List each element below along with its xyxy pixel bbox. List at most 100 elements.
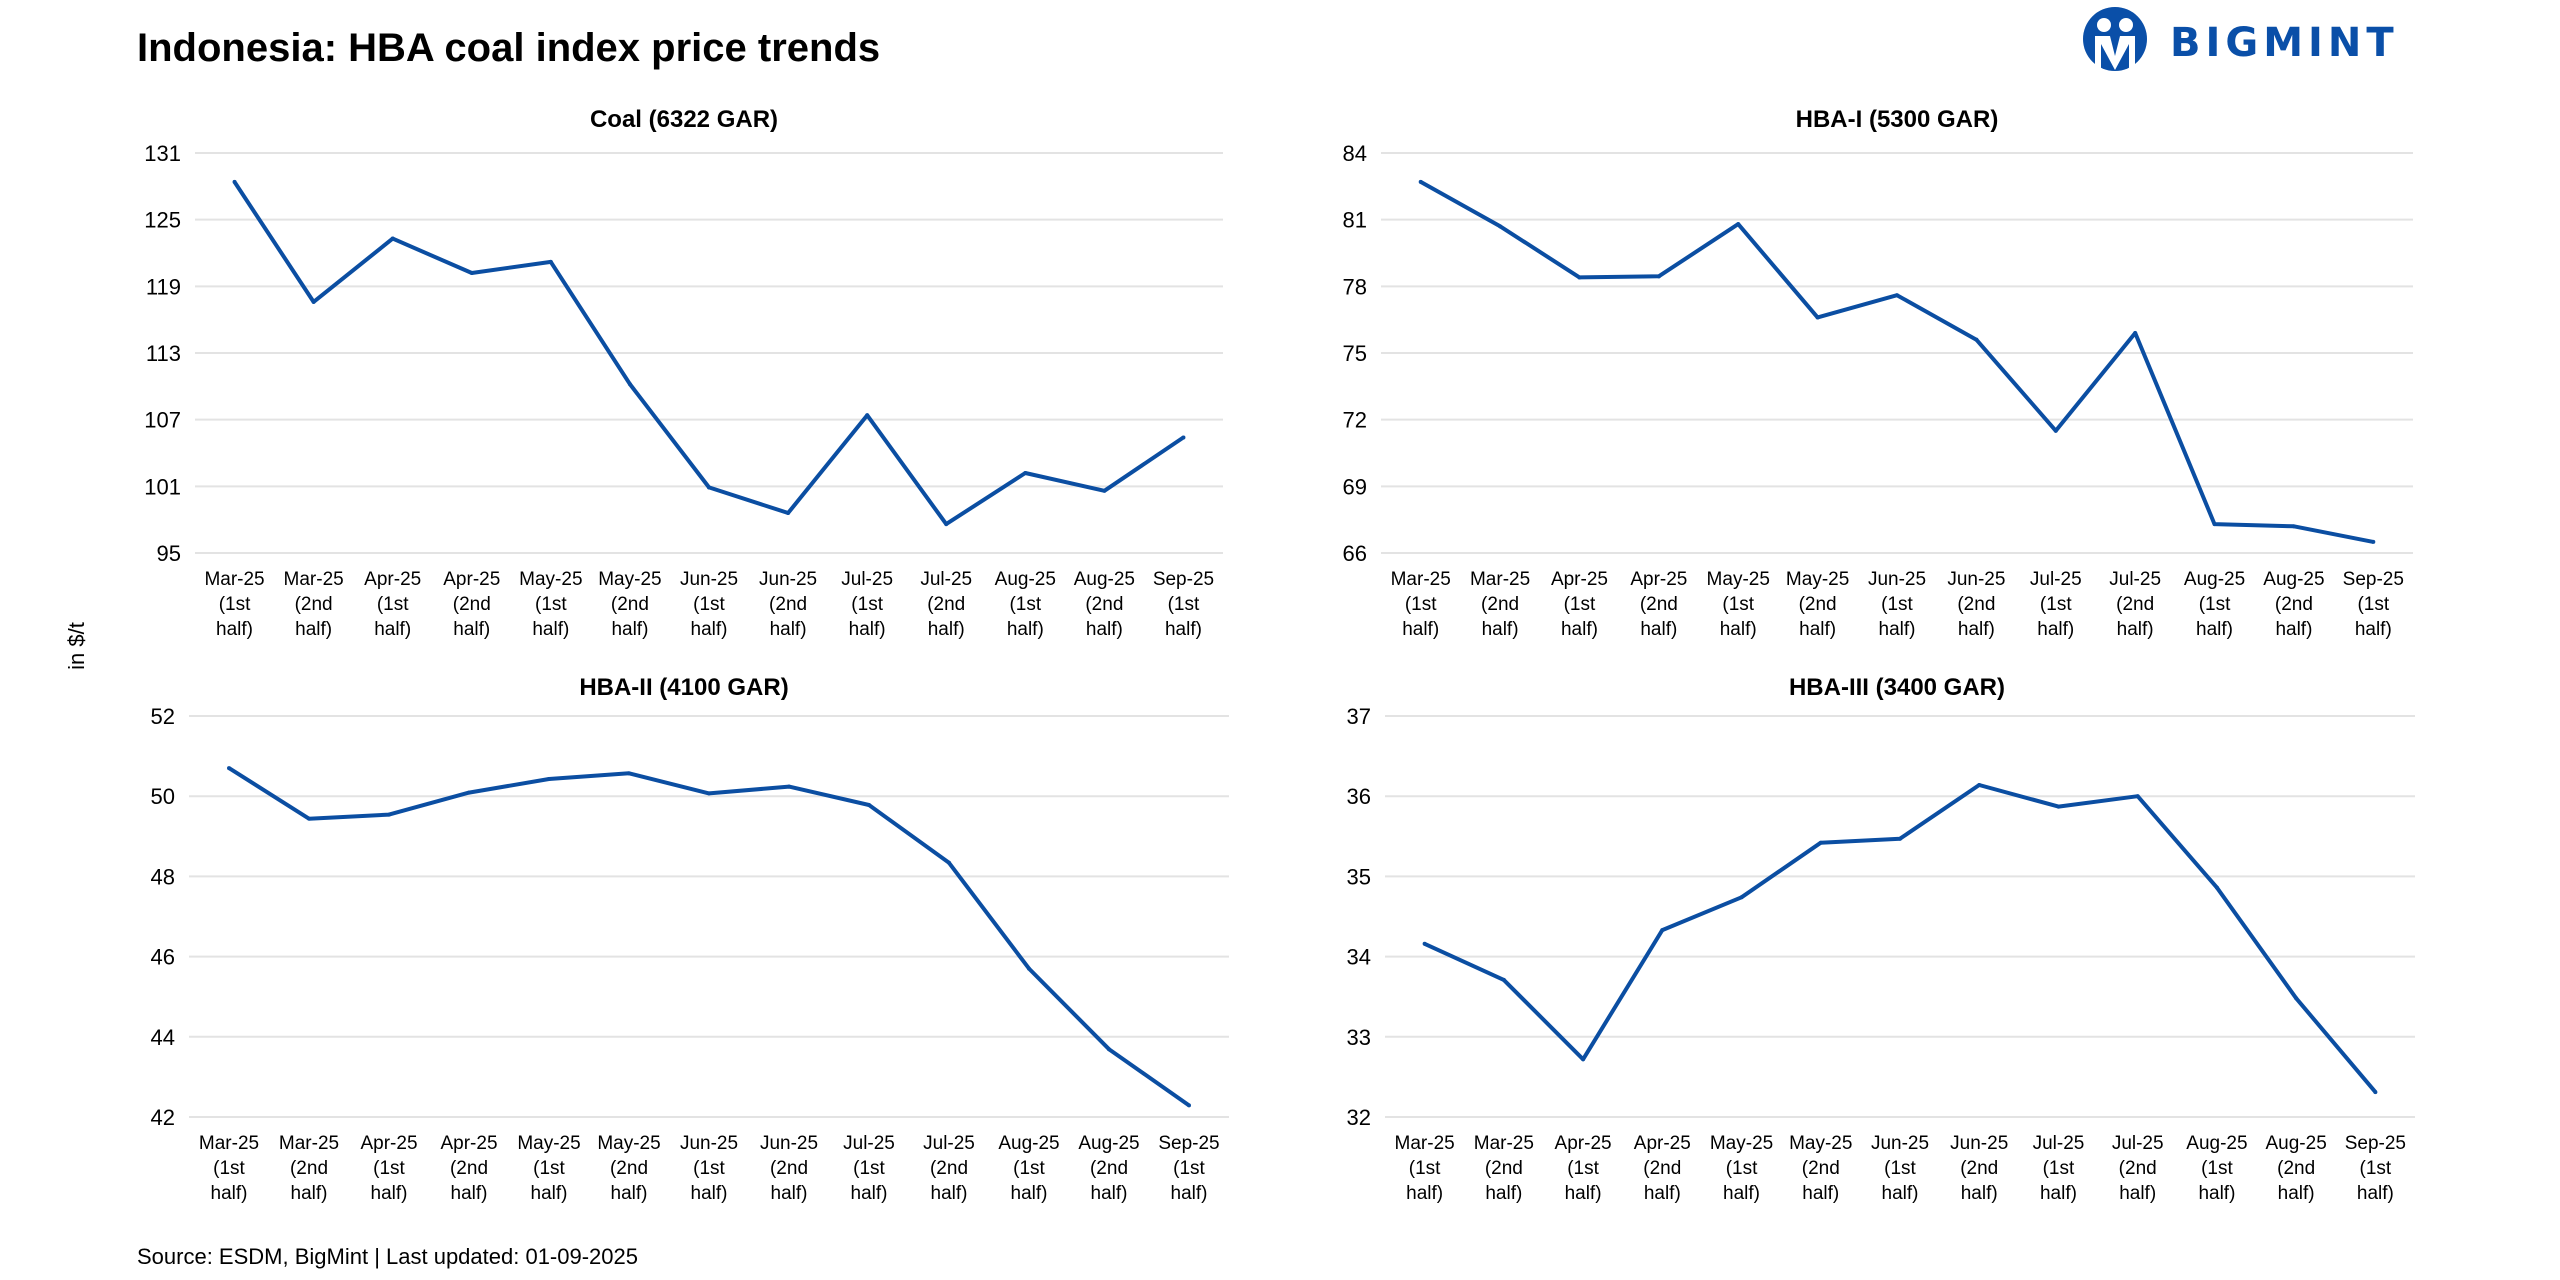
data-point <box>1581 1057 1586 1062</box>
y-tick-label: 66 <box>1343 541 1367 566</box>
y-tick-label: 52 <box>151 704 175 729</box>
data-point <box>547 776 551 781</box>
data-point <box>787 784 791 789</box>
x-tick-label: Aug-25 (1st half) <box>2184 569 2245 640</box>
data-point <box>307 816 311 821</box>
data-point <box>232 179 237 184</box>
x-tick-label: Aug-25 (1st half) <box>995 569 1056 640</box>
data-point <box>2294 996 2299 1001</box>
y-tick-label: 50 <box>151 784 175 809</box>
data-point <box>867 803 871 808</box>
x-tick-label: Jun-25 (2nd half) <box>1947 569 2005 640</box>
chart-title: HBA-II (4100 GAR) <box>579 674 788 701</box>
x-tick-label: Jun-25 (2nd half) <box>759 569 817 640</box>
y-tick-label: 42 <box>151 1105 175 1130</box>
chart-title: Coal (6322 GAR) <box>590 106 778 133</box>
x-tick-label: Jun-25 (1st half) <box>1868 569 1926 640</box>
y-tick-label: 95 <box>157 541 181 566</box>
y-tick-label: 33 <box>1347 1025 1371 1050</box>
x-tick-label: Jul-25 (2nd half) <box>920 569 972 640</box>
data-point <box>2053 428 2058 433</box>
y-tick-label: 101 <box>144 474 181 499</box>
data-point <box>1977 782 1982 787</box>
data-point <box>1501 977 1506 982</box>
data-point <box>1660 928 1665 933</box>
data-point <box>2135 794 2140 799</box>
x-tick-label: Jul-25 (2nd half) <box>2109 569 2161 640</box>
x-tick-label: Apr-25 (1st half) <box>1551 569 1608 640</box>
y-tick-label: 75 <box>1343 341 1367 366</box>
x-tick-label: May-25 (2nd half) <box>1786 569 1849 640</box>
x-tick-label: Jun-25 (1st half) <box>680 569 738 640</box>
x-tick-label: Jun-25 (2nd half) <box>1950 1133 2008 1204</box>
x-tick-label: Jun-25 (2nd half) <box>760 1133 818 1204</box>
data-point <box>387 812 391 817</box>
chart-1: Coal (6322 GAR) 95 101 107 113 119 125 131 Mar-2… <box>144 106 1223 640</box>
data-point <box>469 271 474 275</box>
data-point <box>865 413 870 418</box>
x-tick-label: Aug-25 (2nd half) <box>1074 569 1135 640</box>
x-tick-label: Apr-25 (2nd half) <box>443 569 500 640</box>
data-point <box>1102 488 1107 493</box>
x-tick-label: Jul-25 (1st half) <box>841 569 893 640</box>
x-tick-label: Apr-25 (2nd half) <box>1630 569 1687 640</box>
y-tick-label: 69 <box>1343 474 1367 499</box>
x-tick-label: Apr-25 (2nd half) <box>1634 1133 1691 1204</box>
y-tick-label: 119 <box>146 274 181 299</box>
x-tick-label: Mar-25 (2nd half) <box>284 569 344 640</box>
x-tick-label: Aug-25 (2nd half) <box>1078 1133 1139 1204</box>
bigmint-logo: BIGMINT <box>2082 6 2442 76</box>
data-point <box>786 511 791 515</box>
data-point <box>2291 524 2296 529</box>
y-tick-label: 32 <box>1347 1105 1371 1130</box>
data-point <box>627 382 632 387</box>
data-point <box>1815 315 1820 320</box>
data-point <box>2214 885 2219 890</box>
y-tick-label: 81 <box>1343 208 1367 233</box>
chart-title: HBA-III (3400 GAR) <box>1789 674 2005 701</box>
data-point <box>1577 275 1582 280</box>
x-tick-label: Mar-25 (2nd half) <box>1470 569 1530 640</box>
x-tick-label: May-25 (1st half) <box>517 1133 580 1204</box>
x-tick-label: Apr-25 (2nd half) <box>440 1133 497 1204</box>
data-point <box>1974 337 1979 342</box>
x-tick-label: May-25 (2nd half) <box>597 1133 660 1204</box>
source-note: Source: ESDM, BigMint | Last updated: 01… <box>137 1244 638 1269</box>
y-tick-label: 125 <box>144 208 181 233</box>
data-point <box>1656 274 1661 279</box>
x-tick-label: Jul-25 (2nd half) <box>923 1133 975 1204</box>
logo-text: BIGMINT <box>2170 20 2399 66</box>
x-tick-label: Apr-25 (1st half) <box>360 1133 417 1204</box>
data-point <box>1736 222 1741 227</box>
data-point <box>390 236 395 241</box>
series-line <box>1423 783 2377 1094</box>
y-tick-label: 36 <box>1347 784 1371 809</box>
data-point <box>1181 435 1186 440</box>
chart-4: HBA-III (3400 GAR) 32 33 34 35 36 37 Mar-25 (1st… <box>1347 674 2415 1204</box>
x-tick-label: Aug-25 (2nd half) <box>2266 1133 2327 1204</box>
y-tick-label: 48 <box>151 864 175 889</box>
y-tick-label: 35 <box>1347 864 1371 889</box>
y-tick-label: 37 <box>1347 704 1371 729</box>
x-tick-label: Jul-25 (2nd half) <box>2112 1133 2164 1204</box>
x-tick-label: May-25 (2nd half) <box>598 569 661 640</box>
x-tick-label: Sep-25 (1st half) <box>1158 1133 1219 1204</box>
y-tick-label: 72 <box>1343 408 1367 433</box>
data-point <box>2133 331 2138 335</box>
y-tick-label: 34 <box>1347 945 1371 970</box>
data-point <box>1107 1047 1111 1052</box>
data-point <box>311 299 316 304</box>
y-tick-label: 78 <box>1343 274 1367 299</box>
x-tick-label: Jul-25 (1st half) <box>2030 569 2082 640</box>
x-tick-label: May-25 (2nd half) <box>1789 1133 1852 1204</box>
x-tick-label: May-25 (1st half) <box>519 569 582 640</box>
x-tick-label: Sep-25 (1st half) <box>2345 1133 2406 1204</box>
data-point <box>707 791 711 796</box>
data-point <box>944 522 949 527</box>
x-tick-label: Jun-25 (1st half) <box>1871 1133 1929 1204</box>
x-tick-label: Sep-25 (1st half) <box>2343 569 2404 640</box>
x-tick-label: Jun-25 (1st half) <box>680 1133 738 1204</box>
page-title: Indonesia: HBA coal index price trends <box>137 26 881 70</box>
chart-title: HBA-I (5300 GAR) <box>1796 106 1999 133</box>
